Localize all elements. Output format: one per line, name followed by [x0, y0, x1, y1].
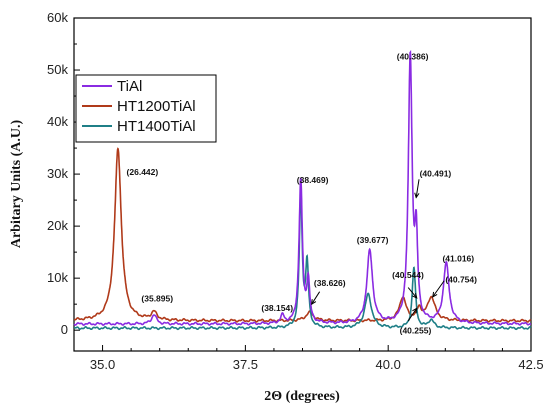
plot-area: (26.442) (35.895) (38.154) (38.469) (38.626)…: [73, 17, 532, 352]
peak-label: (38.469): [297, 175, 329, 185]
legend: TiAl HT1200TiAl HT1400TiAl: [75, 74, 217, 143]
series-line-ht1200tial: [73, 147, 532, 323]
peak-label: (35.895): [141, 294, 173, 304]
peak-label: (26.442): [127, 167, 159, 177]
peak-label: (40.491): [420, 169, 452, 179]
peak-label: (40.544): [392, 270, 424, 280]
annotation-arrow: [407, 308, 418, 322]
peak-label: (41.016): [442, 254, 474, 264]
peak-label: (38.626): [314, 278, 346, 288]
annotation-arrowhead: [432, 291, 438, 298]
annotation-arrowhead: [411, 292, 418, 299]
annotation-arrowhead: [311, 299, 317, 306]
x-axis-title: 2Θ (degrees): [264, 389, 340, 404]
x-axis: 35.0 37.5 40.0 42.5: [90, 345, 544, 372]
y-tick-label: 60k: [47, 10, 68, 25]
x-tick-label: 42.5: [518, 357, 543, 372]
annotation-layer: (26.442) (35.895) (38.154) (38.469) (38.626)…: [127, 52, 478, 336]
x-tick-label: 40.0: [376, 357, 401, 372]
y-tick-label: 30k: [47, 166, 68, 181]
annotation-arrow: [415, 179, 420, 198]
y-tick-label: 10k: [47, 270, 68, 285]
annotation-arrow: [432, 280, 445, 298]
x-tick-label: 35.0: [90, 357, 115, 372]
series-layer: [73, 49, 532, 331]
peak-label: (39.677): [357, 235, 389, 245]
y-axis: 0 10k 20k 30k 40k 50k 60k: [47, 10, 80, 337]
x-tick-label: 37.5: [233, 357, 258, 372]
legend-label: HT1200TiAl: [117, 98, 196, 115]
y-tick-label: 50k: [47, 62, 68, 77]
annotation-arrow: [311, 291, 321, 305]
peak-label: (38.154): [261, 303, 293, 313]
peak-label: (40.386): [397, 52, 429, 62]
y-axis-title: Arbitary Units (A.U.): [9, 120, 24, 249]
annotation-arrow: [407, 287, 418, 299]
annotation-arrowhead: [412, 307, 418, 314]
peak-label: (40.255): [400, 325, 432, 335]
peak-label: (40.754): [445, 274, 477, 284]
arrow-layer: [311, 179, 445, 322]
series-line-tial: [73, 49, 532, 326]
annotation-arrowhead: [414, 192, 420, 199]
y-tick-label: 0: [61, 322, 68, 337]
legend-label: HT1400TiAl: [117, 118, 196, 135]
y-tick-label: 20k: [47, 218, 68, 233]
legend-label: TiAl: [117, 78, 142, 95]
y-tick-label: 40k: [47, 114, 68, 129]
